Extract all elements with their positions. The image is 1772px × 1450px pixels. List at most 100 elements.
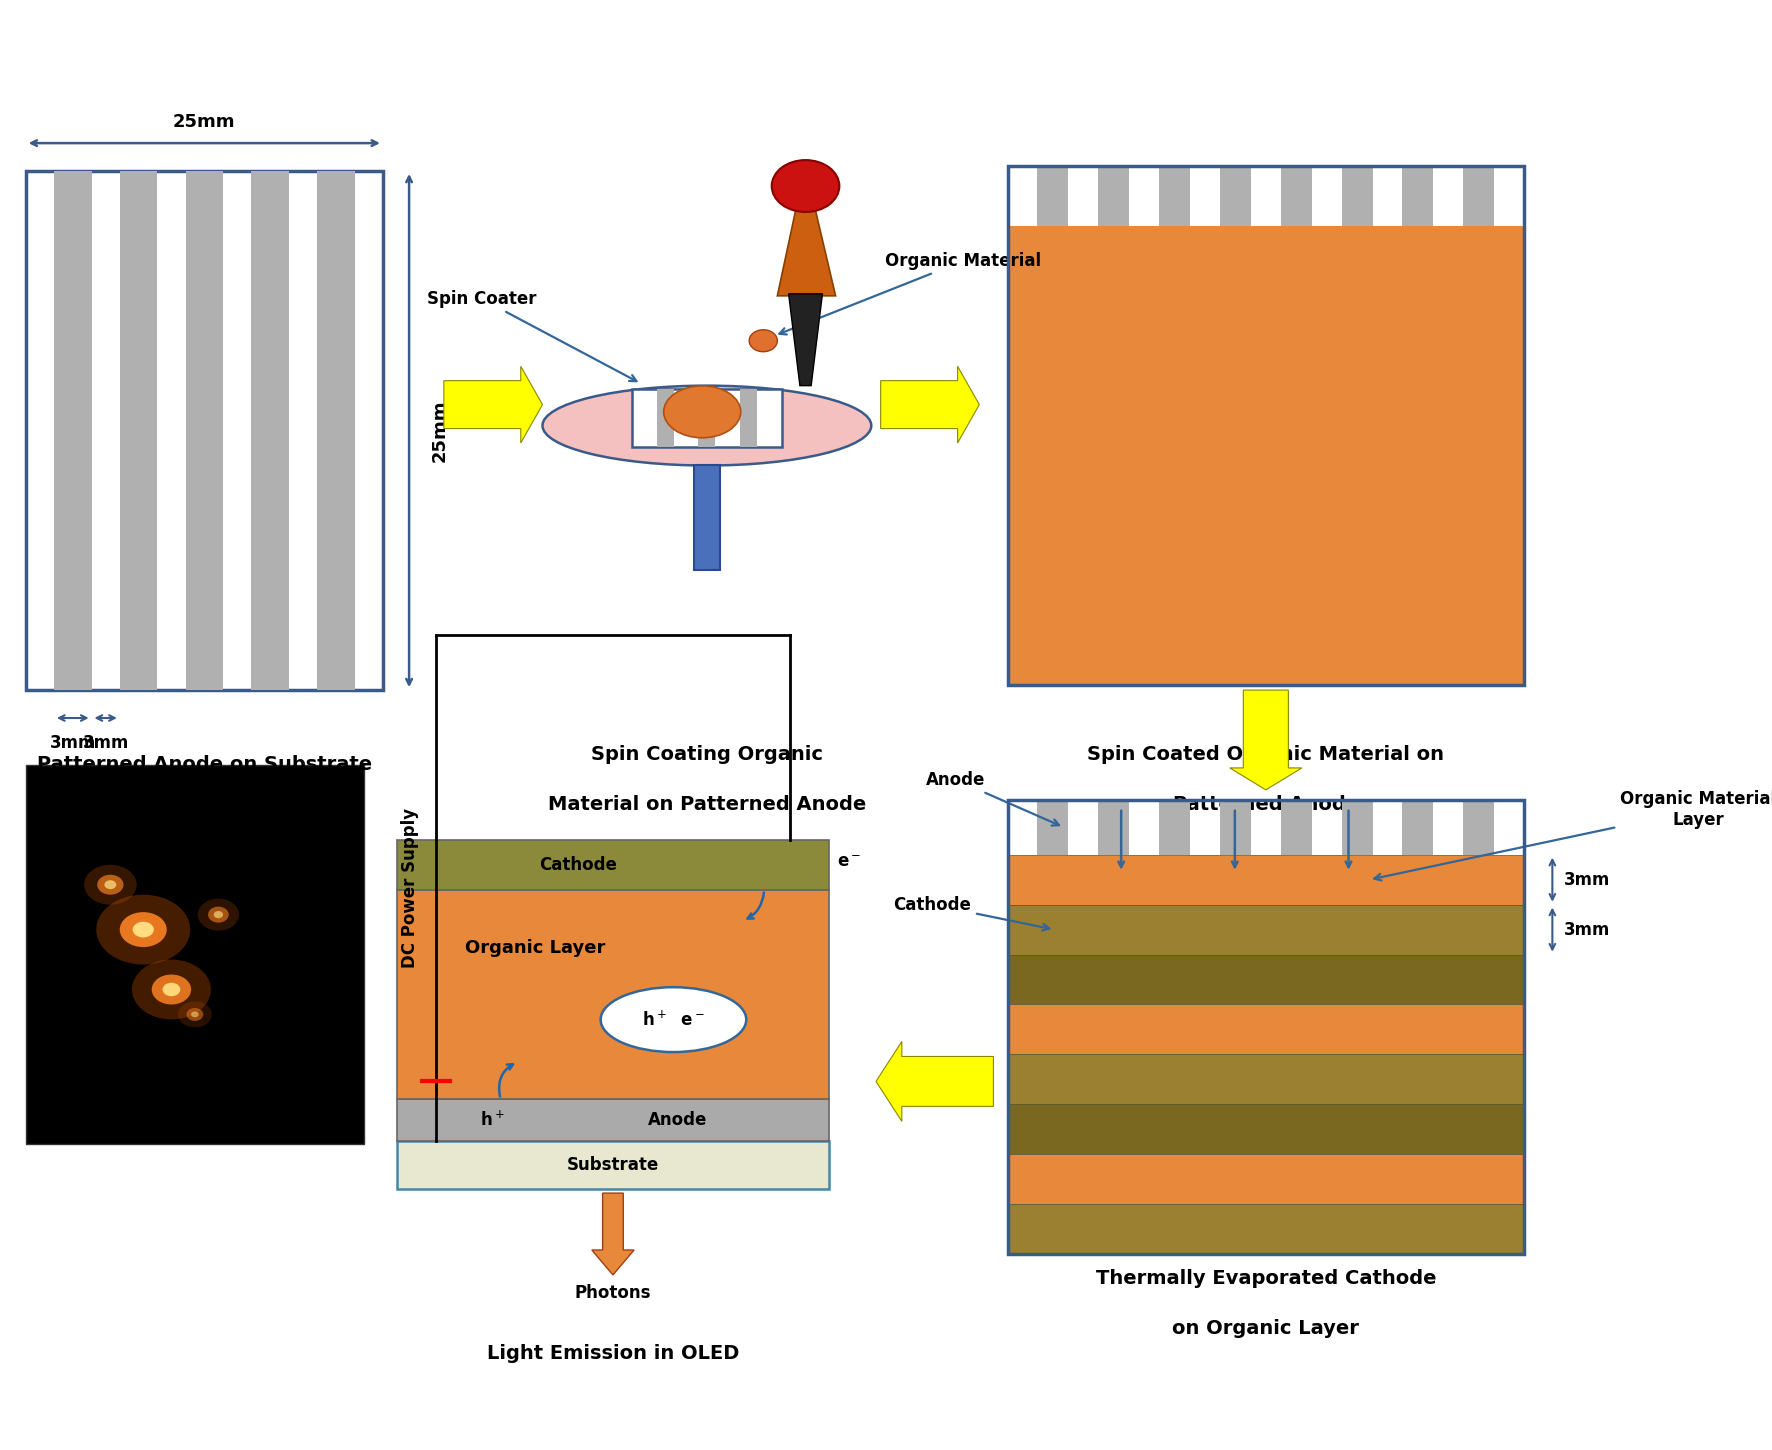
Bar xyxy=(693,465,719,570)
Bar xyxy=(1037,167,1069,226)
Ellipse shape xyxy=(750,329,778,352)
Bar xyxy=(1402,167,1434,226)
Text: Substrate: Substrate xyxy=(567,1156,659,1174)
Bar xyxy=(698,389,716,447)
Bar xyxy=(1008,800,1524,854)
Text: 25mm: 25mm xyxy=(174,113,236,130)
FancyArrow shape xyxy=(592,1193,634,1275)
Bar xyxy=(1008,167,1524,226)
Bar xyxy=(1159,800,1191,854)
Text: e$^-$: e$^-$ xyxy=(836,853,861,871)
Text: 3mm: 3mm xyxy=(1563,921,1611,938)
Bar xyxy=(741,389,757,447)
Ellipse shape xyxy=(120,912,167,947)
Bar xyxy=(1008,1204,1524,1254)
Bar xyxy=(657,389,673,447)
Bar xyxy=(53,171,92,690)
Polygon shape xyxy=(789,294,822,386)
Bar xyxy=(1099,167,1129,226)
FancyArrow shape xyxy=(875,1041,994,1121)
Text: Cathode: Cathode xyxy=(539,856,617,874)
Ellipse shape xyxy=(191,1012,198,1018)
Ellipse shape xyxy=(96,895,190,964)
Bar xyxy=(1008,226,1524,684)
Text: Spin Coating Organic: Spin Coating Organic xyxy=(590,745,822,764)
Ellipse shape xyxy=(198,899,239,931)
Bar xyxy=(633,389,781,447)
Ellipse shape xyxy=(131,960,211,1019)
Text: Spin Coated Organic Material on: Spin Coated Organic Material on xyxy=(1088,745,1444,764)
Bar xyxy=(120,171,158,690)
Text: Spin Coater: Spin Coater xyxy=(427,290,636,381)
Ellipse shape xyxy=(105,880,117,889)
Text: Thermally Evaporated Cathode: Thermally Evaporated Cathode xyxy=(1095,1269,1435,1288)
Text: 3mm: 3mm xyxy=(83,734,129,753)
Ellipse shape xyxy=(152,974,191,1005)
Bar xyxy=(1099,800,1129,854)
Bar xyxy=(1008,167,1524,684)
Bar xyxy=(317,171,354,690)
Bar xyxy=(1219,800,1251,854)
Ellipse shape xyxy=(177,1002,213,1028)
Text: Anode: Anode xyxy=(649,1111,707,1130)
Bar xyxy=(1219,167,1251,226)
Ellipse shape xyxy=(773,160,840,212)
Ellipse shape xyxy=(133,922,154,938)
Bar xyxy=(1008,1005,1524,1054)
Bar xyxy=(1008,1054,1524,1105)
Bar xyxy=(1037,800,1069,854)
Bar xyxy=(1281,167,1311,226)
Ellipse shape xyxy=(601,987,746,1053)
Bar xyxy=(1008,905,1524,954)
Text: 3mm: 3mm xyxy=(50,734,96,753)
Bar xyxy=(27,171,383,690)
Ellipse shape xyxy=(207,906,229,922)
Bar xyxy=(397,1099,829,1141)
Bar xyxy=(1008,800,1524,1254)
Text: Light Emission in OLED: Light Emission in OLED xyxy=(487,1344,739,1363)
Bar xyxy=(1464,800,1494,854)
Text: Patterned Anode: Patterned Anode xyxy=(1173,795,1359,813)
Bar xyxy=(27,766,363,1144)
Text: Organic Material
Layer: Organic Material Layer xyxy=(1375,790,1772,880)
FancyArrow shape xyxy=(1230,690,1302,790)
Bar xyxy=(186,171,223,690)
Text: h$^+$: h$^+$ xyxy=(480,1111,505,1130)
Text: 25mm: 25mm xyxy=(431,399,448,461)
Text: h$^+$  e$^-$: h$^+$ e$^-$ xyxy=(641,1011,705,1030)
Text: Anode: Anode xyxy=(927,771,1060,825)
Text: DC Power Supply: DC Power Supply xyxy=(400,808,418,969)
Bar xyxy=(1008,1105,1524,1154)
Ellipse shape xyxy=(186,1008,204,1021)
Bar xyxy=(1159,167,1191,226)
Text: Photons: Photons xyxy=(574,1283,650,1302)
Bar xyxy=(1008,854,1524,905)
Polygon shape xyxy=(778,207,836,296)
Bar xyxy=(1402,800,1434,854)
Ellipse shape xyxy=(83,864,136,905)
Text: Organic Material: Organic Material xyxy=(780,252,1042,335)
Bar xyxy=(397,1141,829,1189)
Text: 3mm: 3mm xyxy=(1563,870,1611,889)
Text: Patterned Anode on Substrate: Patterned Anode on Substrate xyxy=(37,755,372,774)
Ellipse shape xyxy=(97,874,124,895)
Text: Organic Layer: Organic Layer xyxy=(464,940,606,957)
Bar xyxy=(1341,800,1373,854)
Ellipse shape xyxy=(214,911,223,918)
Bar xyxy=(1281,800,1311,854)
Bar xyxy=(397,890,829,1099)
Ellipse shape xyxy=(664,386,741,438)
Bar xyxy=(1341,167,1373,226)
Bar xyxy=(1008,954,1524,1005)
Text: Material on Patterned Anode: Material on Patterned Anode xyxy=(548,795,867,813)
FancyArrow shape xyxy=(881,367,980,442)
Bar xyxy=(1464,167,1494,226)
Bar xyxy=(397,840,829,890)
FancyArrow shape xyxy=(443,367,542,442)
Text: on Organic Layer: on Organic Layer xyxy=(1173,1320,1359,1338)
Bar xyxy=(252,171,289,690)
Text: Cathode: Cathode xyxy=(893,896,1049,931)
Ellipse shape xyxy=(542,386,872,465)
Ellipse shape xyxy=(163,983,181,996)
Bar xyxy=(1008,1154,1524,1204)
